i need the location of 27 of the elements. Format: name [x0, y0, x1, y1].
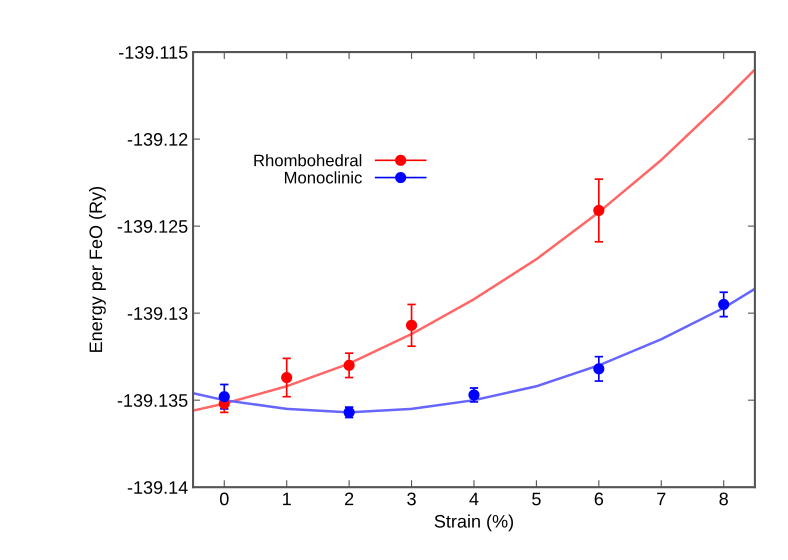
legend-label: Monoclinic — [284, 171, 362, 184]
point — [344, 360, 355, 371]
x-tick-label: 3 — [407, 492, 416, 506]
y-tick-label: -139.12 — [128, 133, 188, 146]
line-series — [193, 68, 755, 412]
x-tick-label: 4 — [469, 492, 478, 506]
x-axis-title: Strain (%) — [434, 514, 513, 532]
y-tick-label: -139.125 — [118, 220, 188, 233]
point — [218, 391, 230, 402]
x-tick-label: 1 — [283, 492, 291, 506]
point — [718, 298, 730, 310]
point — [281, 372, 292, 384]
x-tick-label: 6 — [594, 492, 604, 506]
x-tick-label: 0 — [220, 492, 229, 506]
point — [593, 204, 604, 216]
x-tick-label: 8 — [719, 492, 728, 506]
point — [406, 320, 418, 331]
legend-label: Rhombohedral — [254, 154, 362, 166]
x-tick-label: 5 — [532, 492, 541, 506]
y-axis-title: Energy per FeO (Ry) — [88, 186, 106, 352]
y-tick-label: -139.135 — [118, 394, 188, 407]
x-tick-label: 7 — [657, 492, 666, 506]
y-tick-label: -139.115 — [119, 46, 188, 59]
y-tick-label: -139.13 — [128, 307, 188, 320]
y-tick-label: -139.14 — [128, 481, 188, 494]
point — [593, 363, 604, 374]
x-tick-label: 2 — [345, 492, 354, 506]
